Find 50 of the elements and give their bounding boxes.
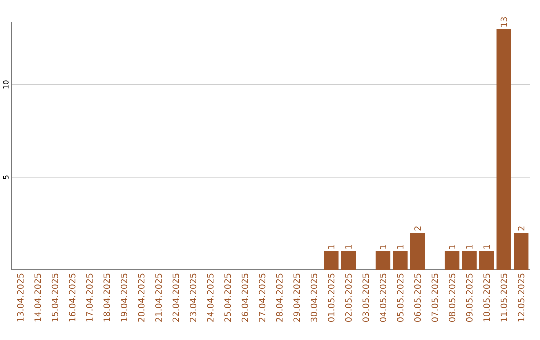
x-tick-label: 07.05.2025 (432, 274, 438, 322)
x-tick-label: 23.04.2025 (190, 274, 197, 322)
x-tick-label: 04.05.2025 (380, 274, 387, 322)
data-label: 1 (380, 245, 386, 249)
x-tick-label: 14.04.2025 (34, 274, 42, 322)
bar (514, 232, 529, 270)
x-tick-label: 12.05.2025 (518, 274, 525, 322)
bar (480, 251, 494, 270)
x-tick-label: 29.04.2025 (294, 274, 300, 322)
data-label: 2 (414, 226, 421, 231)
bar (444, 251, 460, 270)
x-tick-label: 25.04.2025 (224, 274, 232, 322)
data-label: 13 (500, 18, 508, 27)
x-tick-label: 15.04.2025 (52, 274, 58, 322)
bar (376, 251, 391, 270)
x-tick-label: 06.05.2025 (414, 274, 422, 322)
bar (496, 29, 512, 270)
data-label: 1 (484, 245, 490, 249)
x-tick-label: 30.04.2025 (310, 274, 318, 322)
data-label: 1 (466, 245, 473, 249)
x-tick-label: 01.05.2025 (328, 274, 335, 322)
x-tick-label: 17.04.2025 (86, 274, 93, 322)
x-tick-label: 26.04.2025 (242, 274, 248, 322)
x-tick-label: 03.05.2025 (362, 274, 370, 322)
x-tick-label: 13.04.2025 (17, 274, 24, 322)
data-label: 2 (518, 226, 525, 231)
x-tick-label: 21.04.2025 (156, 274, 162, 322)
x-tick-label: 22.04.2025 (172, 274, 180, 322)
x-tick-label: 20.04.2025 (138, 274, 145, 322)
bar (462, 251, 477, 270)
x-tick-label: 24.04.2025 (207, 274, 214, 322)
x-tick-label: 11.05.2025 (500, 274, 508, 322)
x-tick-label: 16.04.2025 (69, 274, 76, 322)
x-tick-label: 09.05.2025 (466, 274, 473, 322)
x-tick-label: 10.05.2025 (484, 274, 490, 322)
x-tick-label: 08.05.2025 (449, 274, 456, 322)
x-tick-label: 18.04.2025 (104, 274, 110, 322)
data-label: 1 (328, 245, 335, 249)
bar (324, 251, 339, 270)
bar (341, 251, 356, 270)
data-label: 1 (397, 245, 404, 249)
x-tick-label: 19.04.2025 (120, 274, 128, 322)
x-tick-label: 05.05.2025 (397, 274, 404, 322)
data-label: 1 (346, 245, 352, 249)
x-tick-label: 27.04.2025 (259, 274, 266, 322)
x-tick-label: 02.05.2025 (345, 274, 352, 322)
bar (393, 251, 408, 270)
data-label: 1 (449, 245, 456, 249)
bar (410, 232, 426, 270)
x-tick-label: 28.04.2025 (276, 274, 283, 322)
